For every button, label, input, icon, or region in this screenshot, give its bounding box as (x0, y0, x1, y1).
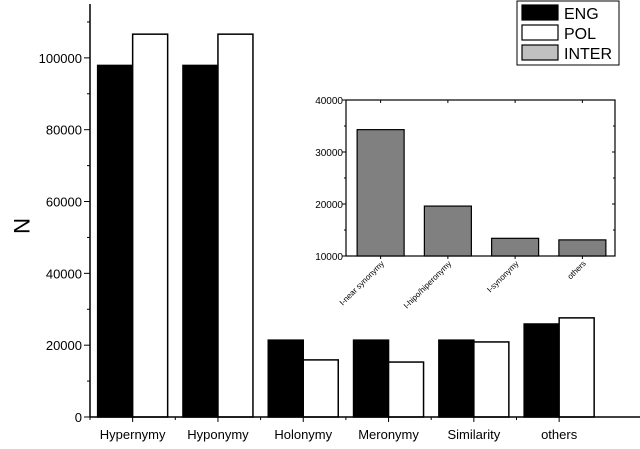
legend-label-pol: POL (564, 26, 596, 43)
legend-swatch-inter (521, 44, 559, 61)
inset-bar-3 (558, 239, 607, 257)
legend-label-inter: INTER (564, 46, 612, 63)
bar-eng-others (523, 323, 560, 418)
inset-y-tick-label: 30000 (315, 148, 343, 159)
y-tick-label: 40000 (46, 266, 82, 281)
bar-eng-similarity (438, 339, 475, 418)
y-tick-label: 80000 (46, 123, 82, 138)
legend-label-eng: ENG (564, 6, 599, 23)
bar-pol-others (558, 317, 595, 418)
bar-pol-hyponymy (217, 33, 254, 418)
inset-x-tick-label: I-hipo/hiperonymy (402, 259, 453, 310)
legend-swatch-eng (521, 4, 559, 21)
inset-x-tick-label: I-near synonymy (338, 259, 386, 307)
bar-eng-holonymy (267, 339, 304, 418)
y-axis-label: N (9, 218, 34, 234)
x-tick-label: Similarity (447, 427, 500, 442)
inset-x-tick-label: others (566, 259, 588, 281)
legend-swatch-pol (521, 24, 559, 41)
y-tick-label: 0 (75, 410, 82, 425)
y-tick-label: 100000 (39, 51, 82, 66)
x-tick-label: Holonymy (274, 427, 332, 442)
bar-pol-holonymy (302, 359, 339, 418)
inset-y-tick-label: 10000 (315, 252, 343, 263)
inset-bar-2 (491, 237, 540, 257)
bar-eng-meronymy (352, 339, 390, 418)
x-tick-label: Hyponymy (187, 427, 249, 442)
x-tick-label: Meronymy (358, 427, 419, 442)
bar-eng-hyponymy (182, 64, 219, 418)
y-tick-label: 60000 (46, 195, 82, 210)
bar-pol-meronymy (387, 361, 425, 418)
inset-y-tick-label: 20000 (315, 200, 343, 211)
inset-bar-1 (423, 205, 472, 257)
inset-y-tick-label: 40000 (315, 96, 343, 107)
inset-x-tick-label: I-synonymy (485, 259, 520, 294)
bar-pol-hypernymy (131, 33, 169, 418)
y-tick-label: 20000 (46, 338, 82, 353)
inset-bar-0 (356, 129, 405, 257)
bar-pol-similarity (473, 341, 510, 418)
x-tick-label: others (541, 427, 578, 442)
x-tick-label: Hypernymy (100, 427, 166, 442)
bar-eng-hypernymy (96, 64, 134, 418)
